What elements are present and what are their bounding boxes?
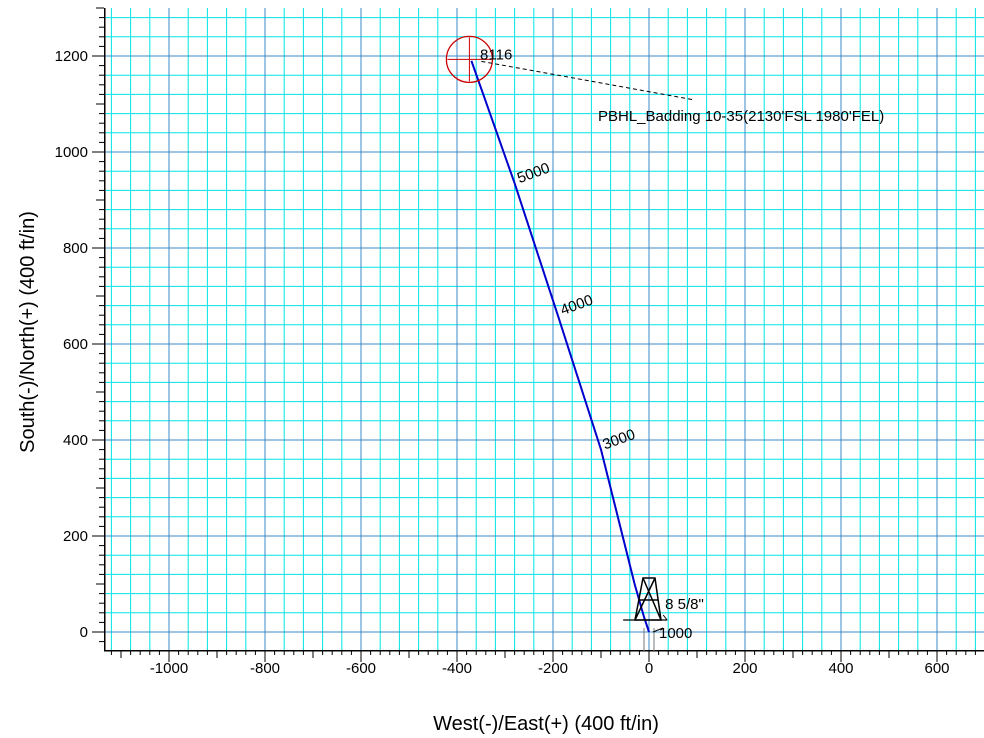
y-tick-label: 800 [63,240,88,257]
wellpath-line [470,60,650,633]
x-tick-label: 200 [732,660,757,677]
grid-major-lines [104,8,984,650]
y-tick-label: 1200 [55,48,88,65]
y-tick-label: 200 [63,528,88,545]
y-tick-label: 400 [63,432,88,449]
y-tick-label: 600 [63,336,88,353]
casing-marker-tip [662,614,668,621]
y-tick-label: 1000 [55,144,88,161]
series-layer [470,60,650,633]
x-axis-title: West(-)/East(+) (400 ft/in) [433,713,659,735]
tick-labels: -1000 -800 -600 -400 -200 0 200 400 600 0 200 400 60… [55,48,950,677]
axis-ticks [92,7,976,662]
y-tick-label: 0 [80,624,88,641]
x-axis-line [104,650,984,652]
x-tick-label: -600 [346,660,376,677]
rig-brace [634,577,656,621]
rig-icon [634,577,662,621]
rig-brace [642,577,662,621]
x-tick-label: -800 [250,660,280,677]
markers-layer [445,35,668,652]
target-leader [481,60,696,101]
x-tick-label: -200 [538,660,568,677]
start-tick [652,627,664,633]
x-tick-label: 600 [924,660,949,677]
y-axis-line [104,8,106,650]
depth-label: 4000 [558,292,595,319]
depth-label: 3000 [600,426,637,453]
target-label: PBHL_Badding 10-35(2130'FSL 1980'FEL) [598,108,884,125]
depth-label: 8116 [480,46,512,63]
casing-label: 8 5/8" [665,596,704,613]
x-tick-label: -1000 [150,660,188,677]
x-tick-label: 0 [645,660,653,677]
target-circle [445,35,494,84]
grid-minor-lines [104,8,984,650]
x-tick-label: -400 [442,660,472,677]
start-depth-label: 1000 [659,625,692,642]
y-axis-title: South(-)/North(+) (400 ft/in) [17,211,39,453]
x-tick-label: 400 [828,660,853,677]
